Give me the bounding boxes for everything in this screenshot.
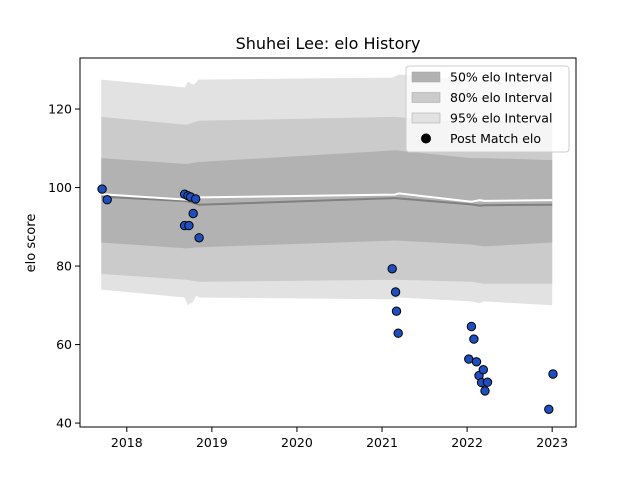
chart-title: Shuhei Lee: elo History bbox=[236, 34, 421, 53]
data-point bbox=[97, 184, 107, 194]
legend-swatch bbox=[411, 112, 441, 124]
y-axis-label: elo score bbox=[24, 214, 39, 273]
x-tick-label: 2019 bbox=[196, 435, 228, 450]
y-tick-label: 100 bbox=[48, 180, 72, 195]
data-point bbox=[188, 208, 198, 219]
data-point bbox=[466, 321, 477, 332]
data-point bbox=[471, 357, 482, 367]
x-tick-label: 2021 bbox=[366, 435, 398, 450]
data-point bbox=[480, 386, 490, 396]
data-point bbox=[464, 354, 474, 364]
data-point bbox=[482, 377, 493, 387]
y-tick-label: 80 bbox=[56, 259, 72, 274]
data-point bbox=[194, 233, 204, 243]
legend-label: 95% elo Interval bbox=[450, 111, 552, 126]
y-tick-label: 120 bbox=[48, 102, 72, 117]
axes: 2018 2019 2020 2021 2022 2023 40 60 80 100 120 bbox=[48, 57, 577, 450]
legend-label: Post Match elo bbox=[450, 131, 541, 146]
y-tick-label: 60 bbox=[56, 337, 72, 352]
data-point bbox=[387, 264, 397, 274]
data-point bbox=[390, 287, 401, 297]
legend-label: 50% elo Interval bbox=[450, 70, 552, 85]
legend: 50% elo Interval 80% elo Interval 95% elo … bbox=[405, 65, 570, 153]
x-tick-label: 2023 bbox=[536, 435, 568, 450]
axes-frame bbox=[79, 57, 577, 428]
data-point bbox=[391, 306, 402, 316]
legend-box bbox=[405, 65, 570, 153]
x-tick-label: 2020 bbox=[281, 435, 313, 450]
legend-swatch bbox=[411, 71, 441, 83]
data-point bbox=[478, 365, 488, 375]
data-point bbox=[191, 194, 201, 204]
band-50-elo-interval bbox=[101, 150, 553, 249]
legend-label: 80% elo Interval bbox=[450, 90, 552, 105]
y-tick-label: 40 bbox=[56, 416, 72, 431]
legend-marker bbox=[421, 133, 431, 144]
x-tick-label: 2022 bbox=[451, 435, 483, 450]
mean-elo-line bbox=[101, 195, 553, 207]
data-point bbox=[393, 328, 403, 338]
data-point bbox=[544, 404, 554, 414]
data-point bbox=[548, 369, 558, 379]
data-point bbox=[102, 195, 112, 205]
x-tick-label: 2018 bbox=[111, 435, 143, 450]
data-point bbox=[469, 334, 479, 344]
legend-swatch bbox=[411, 92, 441, 103]
data-point bbox=[184, 220, 194, 231]
